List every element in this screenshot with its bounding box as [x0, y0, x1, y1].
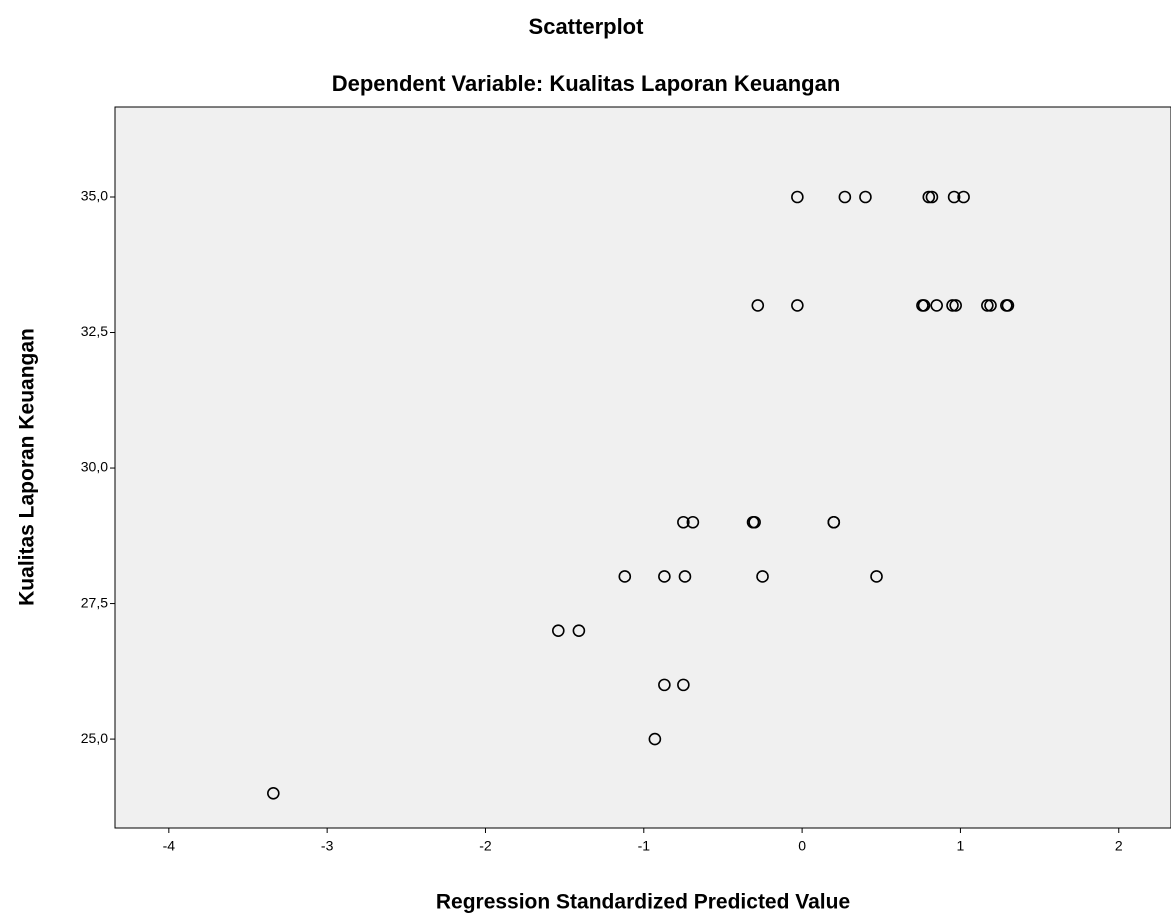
point: [658, 678, 671, 692]
point: [751, 299, 765, 312]
y-tick-label: 30,0: [81, 459, 108, 475]
point: [957, 190, 970, 204]
point: [1001, 299, 1015, 312]
point: [827, 515, 841, 529]
point: [677, 515, 690, 529]
point: [686, 515, 700, 529]
point: [756, 570, 769, 583]
x-tick-label: -2: [479, 838, 492, 854]
point: [981, 299, 994, 312]
y-tick-label: 32,5: [81, 323, 108, 339]
y-tick-label: 25,0: [81, 730, 108, 746]
chart-title: Scatterplot: [529, 14, 645, 39]
point: [267, 787, 280, 800]
point: [791, 190, 804, 204]
point: [947, 190, 961, 204]
point: [658, 570, 671, 583]
x-tick-label: -3: [321, 838, 334, 854]
point: [925, 190, 939, 204]
point: [984, 299, 997, 312]
x-tick-label: 0: [798, 838, 806, 854]
point: [551, 624, 565, 637]
y-tick-label: 35,0: [81, 188, 108, 204]
point: [946, 299, 959, 312]
point: [677, 678, 690, 692]
point: [859, 190, 872, 204]
point: [949, 299, 962, 312]
point: [791, 299, 804, 312]
chart-subtitle: Dependent Variable: Kualitas Laporan Keu…: [332, 71, 841, 96]
point: [678, 570, 692, 583]
point: [917, 299, 931, 312]
plot-area: [114, 106, 1171, 829]
point: [838, 190, 852, 204]
point: [648, 732, 662, 746]
x-tick-label: 1: [957, 838, 965, 854]
x-tick-label: 2: [1115, 838, 1123, 854]
point: [922, 190, 936, 204]
point: [572, 624, 586, 637]
x-axis-label: Regression Standardized Predicted Value: [436, 891, 850, 914]
x-tick-label: -4: [163, 838, 176, 854]
point: [930, 299, 943, 312]
y-axis-label: Kualitas Laporan Keuangan: [16, 328, 39, 606]
point: [870, 570, 883, 583]
x-tick-label: -1: [638, 838, 651, 854]
point: [748, 515, 761, 529]
point: [618, 570, 632, 583]
y-tick-label: 27,5: [81, 594, 108, 610]
